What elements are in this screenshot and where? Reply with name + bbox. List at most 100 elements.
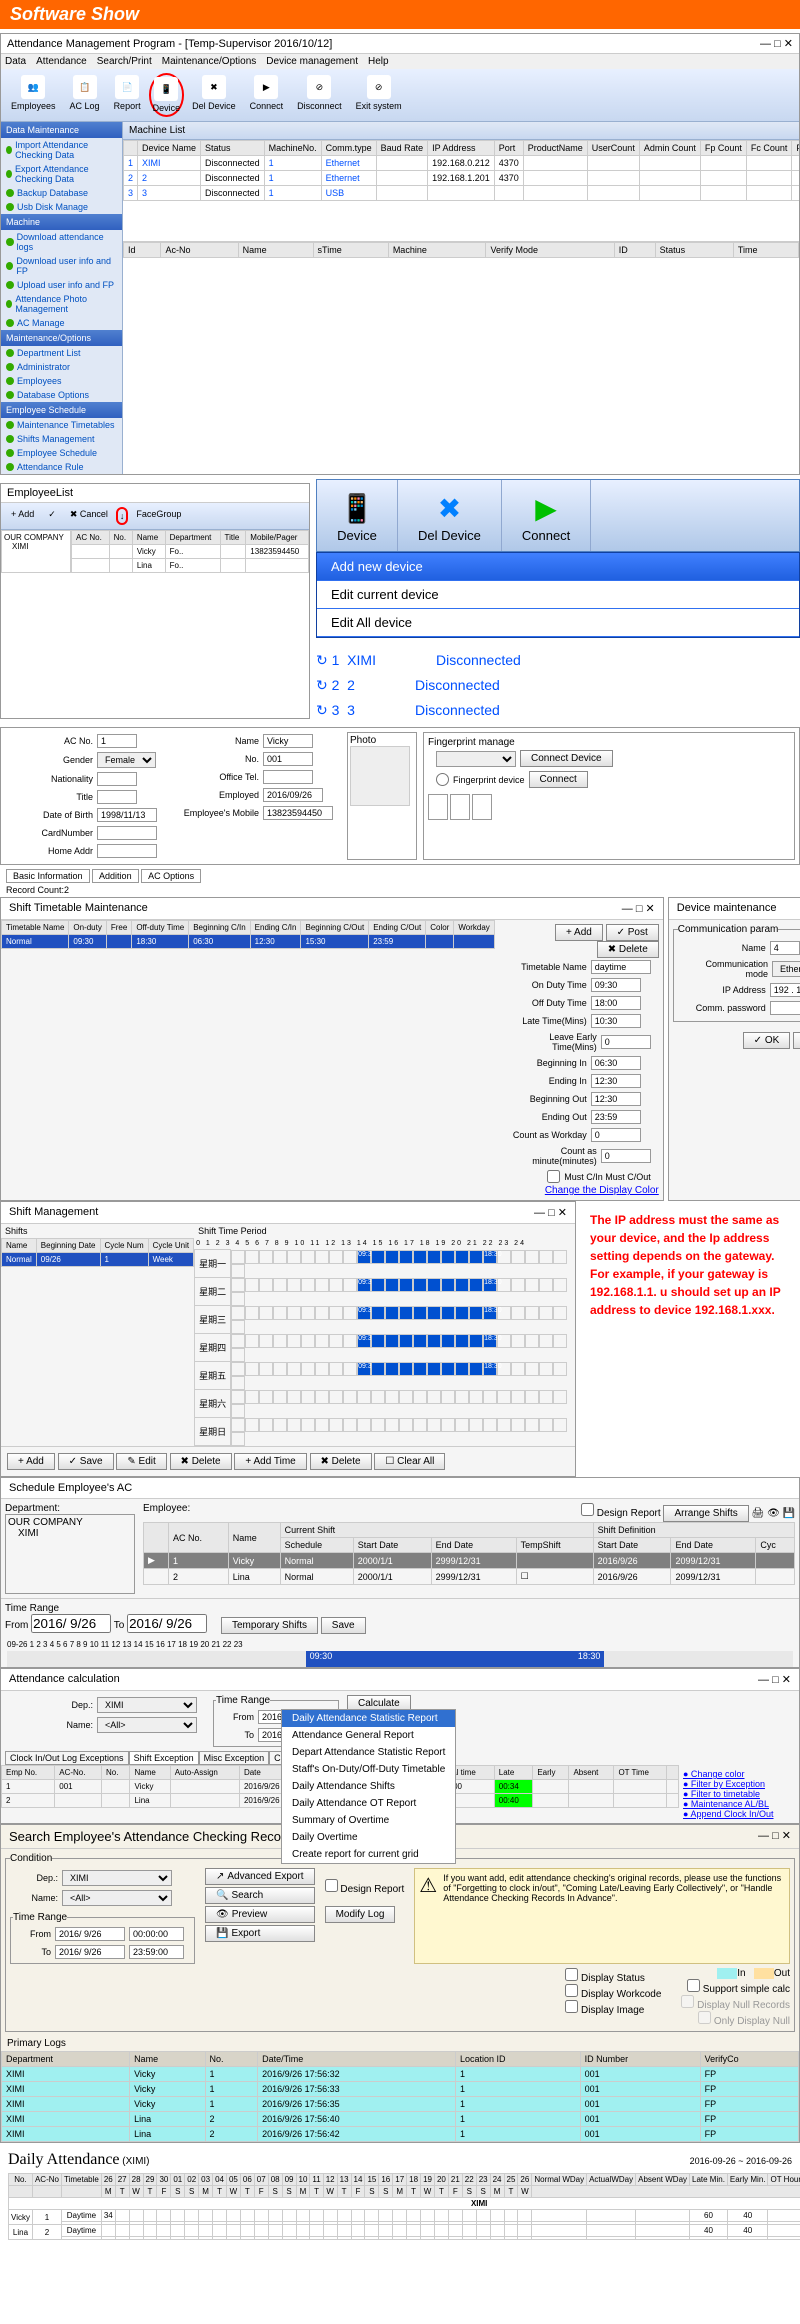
opt-check[interactable] (681, 1995, 694, 2008)
modify-log-btn[interactable]: Modify Log (325, 1906, 396, 1923)
opt-check[interactable] (565, 2000, 578, 2013)
temp-shifts-btn[interactable]: Temporary Shifts (221, 1617, 318, 1634)
toolbar-Disconnect[interactable]: ⊘Disconnect (291, 73, 348, 117)
toolbar-Del Device[interactable]: ✖Del Device (186, 73, 242, 117)
report-item[interactable]: Summary of Overtime (282, 1812, 455, 1829)
calc-link[interactable]: ● Maintenance AL/BL (683, 1799, 769, 1809)
search-btn[interactable]: 🔍 Search (205, 1887, 315, 1904)
sm-btn[interactable]: ✖ Delete (310, 1453, 372, 1470)
calc-link[interactable]: ● Filter by Exception (683, 1779, 765, 1789)
report-item[interactable]: Daily Overtime (282, 1829, 455, 1846)
s-to-date[interactable] (55, 1945, 125, 1959)
menu-Data[interactable]: Data (5, 56, 26, 67)
machine-list-tab[interactable]: Machine List (123, 122, 799, 140)
tt-del-btn[interactable]: ✖ Delete (597, 941, 659, 958)
toolbar-Connect[interactable]: ▶Connect (244, 73, 290, 117)
dm-mode-select[interactable]: Ethernet (772, 961, 800, 977)
card-input[interactable] (97, 826, 157, 840)
tt-off-input[interactable] (591, 996, 641, 1010)
tab-ac[interactable]: AC Options (141, 869, 201, 883)
s-from-time[interactable] (129, 1927, 184, 1941)
sidebar-item[interactable]: Database Options (1, 388, 122, 402)
sm-btn[interactable]: ✎ Edit (116, 1453, 166, 1470)
report-item[interactable]: Staff's On-Duty/Off-Duty Timetable (282, 1761, 455, 1778)
export-btn[interactable]: 💾 Export (205, 1925, 315, 1942)
fp-radio[interactable] (436, 773, 449, 786)
must-cin[interactable] (547, 1170, 560, 1183)
sidebar-item[interactable]: Download user info and FP (1, 254, 122, 278)
opt-check[interactable] (687, 1979, 700, 1992)
sidebar-item[interactable]: Maintenance Timetables (1, 418, 122, 432)
dm-pwd-input[interactable] (770, 1001, 800, 1015)
name-input[interactable] (263, 734, 313, 748)
report-item[interactable]: Create report for current grid (282, 1846, 455, 1863)
close-icon[interactable]: — □ ✕ (758, 1673, 791, 1686)
report-item[interactable]: Daily Attendance OT Report (282, 1795, 455, 1812)
nat-input[interactable] (97, 772, 137, 786)
adv-export-btn[interactable]: ↗ Advanced Export (205, 1868, 315, 1885)
tt-leave-input[interactable] (601, 1035, 651, 1049)
sidebar-item[interactable]: Administrator (1, 360, 122, 374)
dm-ip-input[interactable] (770, 983, 800, 997)
toolbar-AC Log[interactable]: 📋AC Log (64, 73, 106, 117)
tt-add-btn[interactable]: + Add (555, 924, 603, 941)
menu-Help[interactable]: Help (368, 56, 389, 67)
sch-to-input[interactable] (127, 1614, 207, 1633)
sidebar-item[interactable]: Shifts Management (1, 432, 122, 446)
title-input[interactable] (97, 790, 137, 804)
sidebar-item[interactable]: Upload user info and FP (1, 278, 122, 292)
facegroup-btn[interactable]: FaceGroup (130, 507, 187, 525)
acno-input[interactable] (97, 734, 137, 748)
close-icon[interactable]: — □ ✕ (534, 1206, 567, 1219)
close-icon[interactable]: — □ ✕ (622, 902, 655, 915)
calc-tab[interactable]: Shift Exception (129, 1751, 199, 1765)
sidebar-item[interactable]: Attendance Rule (1, 460, 122, 474)
design-check2[interactable] (325, 1879, 338, 1892)
toolbar-Employees[interactable]: 👥Employees (5, 73, 62, 117)
sidebar-item[interactable]: Department List (1, 346, 122, 360)
sm-btn[interactable]: ☐ Clear All (374, 1453, 445, 1470)
connect-btn2[interactable]: Connect (529, 771, 588, 788)
toolbar-Exit system[interactable]: ⊘Exit system (350, 73, 408, 117)
tt-bout-input[interactable] (591, 1092, 641, 1106)
calc-dep-select[interactable]: XIMI (97, 1697, 197, 1713)
dropdown-item[interactable]: Edit All device (317, 609, 799, 637)
sidebar-item[interactable]: Import Attendance Checking Data (1, 138, 122, 162)
tt-ein-input[interactable] (591, 1074, 641, 1088)
sidebar-item[interactable]: Employee Schedule (1, 446, 122, 460)
menu-Maintenance/Options[interactable]: Maintenance/Options (162, 56, 257, 67)
menu-Device management[interactable]: Device management (266, 56, 358, 67)
zoom-Connect[interactable]: ▶Connect (502, 480, 591, 551)
toolbar-Device[interactable]: 📱Device (149, 73, 185, 117)
dm-name-input[interactable] (770, 941, 800, 955)
opt-check[interactable] (565, 1984, 578, 1997)
menu-Attendance[interactable]: Attendance (36, 56, 87, 67)
dropdown-item[interactable]: Edit current device (317, 581, 799, 609)
sm-btn[interactable]: + Add (7, 1453, 55, 1470)
toolbar-Report[interactable]: 📄Report (108, 73, 147, 117)
mobile-input[interactable] (263, 806, 333, 820)
report-item[interactable]: Attendance General Report (282, 1727, 455, 1744)
sch-save-btn[interactable]: Save (321, 1617, 366, 1634)
report-item[interactable]: Daily Attendance Shifts (282, 1778, 455, 1795)
tt-wd-input[interactable] (591, 1128, 641, 1142)
calc-tab[interactable]: Clock In/Out Log Exceptions (5, 1751, 129, 1765)
tt-min-input[interactable] (601, 1149, 651, 1163)
window-controls[interactable]: — □ ✕ (760, 37, 793, 50)
addr-input[interactable] (97, 844, 157, 858)
sm-btn[interactable]: ✖ Delete (170, 1453, 232, 1470)
sm-btn[interactable]: + Add Time (234, 1453, 306, 1470)
zoom-Device[interactable]: 📱Device (317, 480, 398, 551)
report-item[interactable]: Daily Attendance Statistic Report (282, 1710, 455, 1727)
sidebar-item[interactable]: Backup Database (1, 186, 122, 200)
calc-link[interactable]: ● Append Clock In/Out (683, 1809, 774, 1819)
calc-link[interactable]: ● Change color (683, 1769, 744, 1779)
dropdown-item[interactable]: Add new device (317, 553, 799, 581)
tt-eout-input[interactable] (591, 1110, 641, 1124)
tt-post-btn[interactable]: ✓ Post (606, 924, 659, 941)
zoom-Del Device[interactable]: ✖Del Device (398, 480, 502, 551)
tt-name-input[interactable] (591, 960, 651, 974)
opt-check[interactable] (565, 1968, 578, 1981)
design-check[interactable] (581, 1503, 594, 1516)
sidebar-item[interactable]: Export Attendance Checking Data (1, 162, 122, 186)
